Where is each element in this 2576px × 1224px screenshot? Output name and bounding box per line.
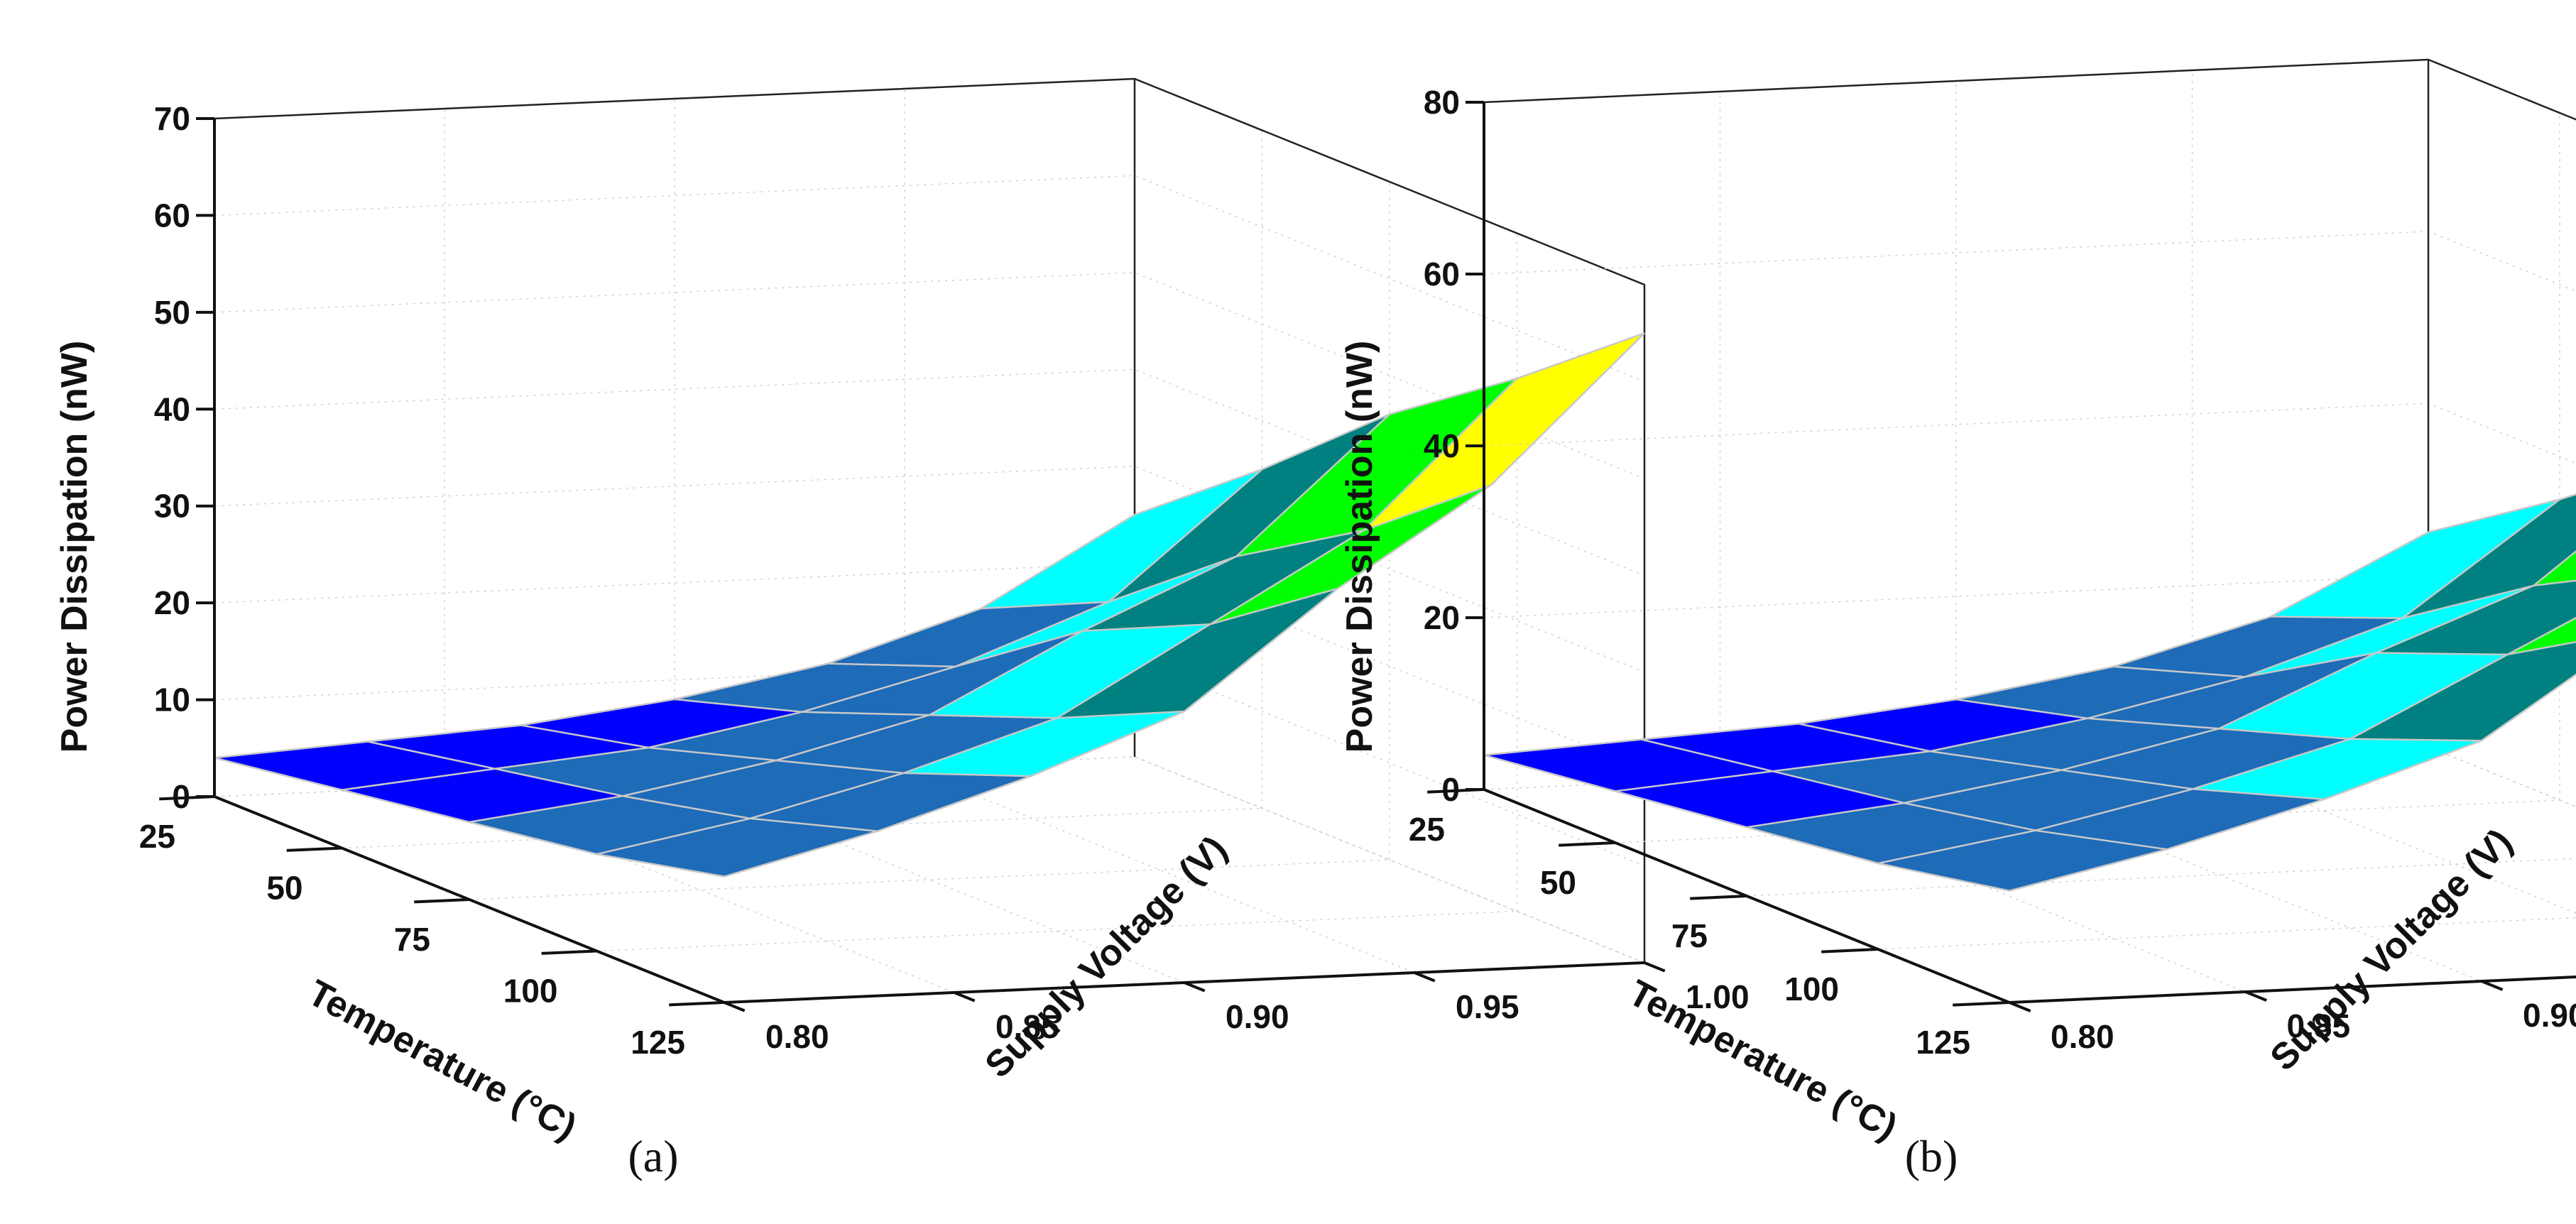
z-gridline bbox=[214, 562, 1645, 770]
z-tick-label: 40 bbox=[154, 390, 190, 427]
panel-caption: (a) bbox=[628, 1131, 678, 1181]
z-axis-title: Power Dissipation (nW) bbox=[1339, 341, 1380, 753]
y-tick-label: 0.90 bbox=[2523, 997, 2576, 1034]
y-axis-line bbox=[2009, 975, 2576, 1004]
surface-temperature-line bbox=[1615, 498, 2560, 792]
z-tick-label: 20 bbox=[1424, 599, 1460, 636]
y-tick-label: 0.95 bbox=[1456, 988, 1519, 1025]
surface-temperature-line bbox=[1877, 616, 2576, 865]
x-tick-label: 50 bbox=[1540, 864, 1576, 901]
surface bbox=[214, 332, 1645, 878]
x-floor-gridline bbox=[469, 859, 1390, 900]
y-tick bbox=[954, 991, 976, 1002]
z-gridline bbox=[1483, 231, 2576, 293]
z-gridline bbox=[214, 465, 1645, 673]
surface-temperature-line bbox=[2009, 673, 2576, 892]
panel-caption: (b) bbox=[1905, 1131, 1958, 1181]
y-tick bbox=[2481, 980, 2504, 991]
x-tick bbox=[669, 1001, 725, 1007]
z-tick-label: 40 bbox=[1424, 427, 1460, 464]
y-tick-label: 0.90 bbox=[1226, 998, 1289, 1035]
y-tick bbox=[2009, 1001, 2031, 1012]
z-gridline bbox=[1483, 59, 2576, 121]
y-tick bbox=[2244, 990, 2267, 1002]
surface-temperature-line bbox=[1746, 550, 2576, 829]
z-tick-label: 50 bbox=[154, 294, 190, 331]
x-tick-label: 50 bbox=[266, 870, 302, 907]
z-tick-label: 60 bbox=[154, 197, 190, 234]
y-axis-title: Supply Voltage (V) bbox=[2262, 821, 2520, 1078]
x-tick bbox=[414, 898, 470, 904]
z-gridline bbox=[214, 659, 1645, 867]
x-tick-label: 100 bbox=[1784, 971, 1839, 1007]
y-axis-title: Supply Voltage (V) bbox=[977, 828, 1235, 1086]
surface-temperature-line bbox=[469, 413, 1390, 824]
z-tick-label: 80 bbox=[1424, 84, 1460, 121]
surface-temperature-line bbox=[342, 469, 1263, 791]
z-gridline bbox=[214, 272, 1645, 479]
y-tick-label: 0.80 bbox=[2051, 1018, 2114, 1055]
x-tick bbox=[286, 846, 342, 852]
box-top-edge bbox=[214, 77, 1646, 963]
x-floor-gridline bbox=[1615, 799, 2560, 843]
x-tick-label: 25 bbox=[139, 818, 175, 855]
x-axis-title: Temperature (°C) bbox=[1622, 972, 1904, 1148]
x-tick bbox=[1821, 948, 1879, 953]
y-tick-label: 0.85 bbox=[995, 1008, 1059, 1045]
x-tick-label: 125 bbox=[1916, 1024, 1970, 1061]
x-tick bbox=[159, 795, 215, 801]
back-walls bbox=[214, 77, 1646, 1003]
y-tick bbox=[1644, 961, 1666, 973]
z-tick-label: 60 bbox=[1424, 256, 1460, 293]
x-tick-label: 25 bbox=[1409, 811, 1445, 848]
surface-temperature-line bbox=[724, 332, 1645, 878]
z-tick-label: 30 bbox=[154, 488, 190, 525]
surface-temperature-line bbox=[596, 378, 1518, 856]
x-tick-label: 100 bbox=[503, 973, 558, 1010]
x-tick bbox=[1953, 1001, 2010, 1007]
z-axis-title: Power Dissipation (nW) bbox=[54, 341, 95, 753]
x-tick bbox=[1427, 788, 1485, 794]
x-tick-label: 75 bbox=[394, 921, 430, 958]
z-tick-label: 70 bbox=[154, 100, 190, 137]
y-tick bbox=[1414, 971, 1436, 983]
x-floor-gridline bbox=[1746, 858, 2576, 897]
y-tick-label: 0.80 bbox=[765, 1018, 829, 1055]
x-tick bbox=[1559, 841, 1616, 847]
x-tick-label: 125 bbox=[631, 1024, 685, 1061]
axes: 0204060802550751001250.800.850.900.951.0… bbox=[1409, 84, 2576, 1061]
surface-voltage-line bbox=[2428, 493, 2576, 533]
x-floor-gridline bbox=[596, 910, 1517, 952]
z-gridline bbox=[214, 368, 1645, 576]
surface bbox=[1483, 493, 2576, 892]
y-tick-label: 1.00 bbox=[1686, 978, 1750, 1015]
x-tick bbox=[541, 949, 597, 955]
x-tick-label: 75 bbox=[1671, 917, 1708, 954]
z-tick-label: 10 bbox=[154, 682, 190, 718]
z-tick-label: 20 bbox=[154, 584, 190, 621]
box-top-edge bbox=[1483, 58, 2576, 121]
chart-panel-b: 0204060802550751001250.800.850.900.951.0… bbox=[1339, 58, 2576, 1181]
surface-temperature-line bbox=[1483, 531, 2429, 756]
x-floor-gridline bbox=[342, 807, 1262, 849]
y-tick bbox=[724, 1001, 746, 1012]
y-tick-label: 0.85 bbox=[2287, 1007, 2351, 1044]
x-floor-gridline bbox=[1877, 917, 2576, 950]
z-gridline bbox=[214, 175, 1645, 383]
x-tick bbox=[1690, 895, 1747, 900]
surface-temperature-line bbox=[214, 513, 1135, 759]
y-tick bbox=[1184, 981, 1206, 993]
